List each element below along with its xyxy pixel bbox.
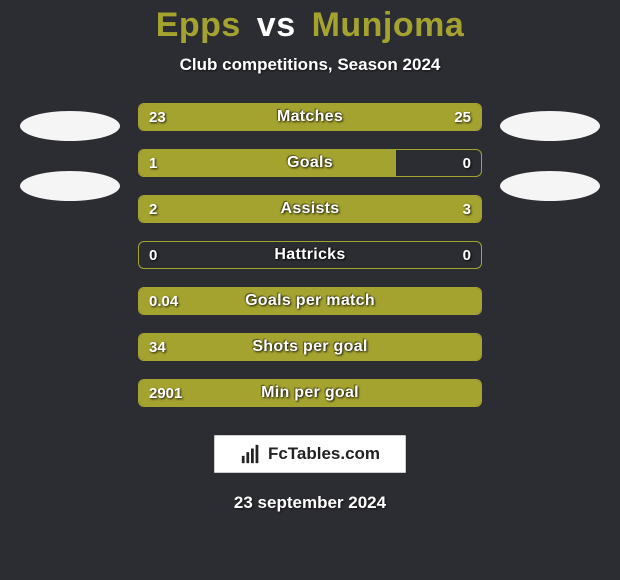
stat-fill-right [303,104,481,130]
player1-portrait-placeholder [20,111,120,141]
stat-fill-left [139,104,303,130]
stat-fill-left [139,196,276,222]
brand-badge: FcTables.com [212,433,408,475]
stat-value-left: 0 [149,242,157,268]
stat-row: Min per goal2901 [138,379,482,407]
stat-fill-left [139,334,481,360]
chart-area: Matches2325Goals10Assists23Hattricks00Go… [0,103,620,407]
player2-portrait-placeholder [500,171,600,201]
stat-row: Goals10 [138,149,482,177]
comparison-infographic: Epps vs Munjoma Club competitions, Seaso… [0,0,620,580]
player1-portrait-placeholder [20,171,120,201]
player2-portrait-placeholder [500,111,600,141]
title: Epps vs Munjoma [156,6,465,45]
stats-bars: Matches2325Goals10Assists23Hattricks00Go… [138,103,482,407]
stat-fill-left [139,380,481,406]
stat-row: Assists23 [138,195,482,223]
stat-value-right: 0 [463,150,471,176]
subtitle: Club competitions, Season 2024 [180,55,441,75]
vs-label: vs [257,6,296,44]
player1-name: Epps [156,6,241,44]
stat-row: Matches2325 [138,103,482,131]
stat-fill-right [276,196,481,222]
stat-row: Shots per goal34 [138,333,482,361]
player2-portrait-col [500,103,600,201]
stat-fill-left [139,288,481,314]
player2-name: Munjoma [312,6,465,44]
stat-label: Hattricks [139,242,481,268]
stat-row: Hattricks0 0 [138,241,482,269]
stat-value-right: 0 [463,242,471,268]
player1-portrait-col [20,103,120,201]
brand-text: FcTables.com [268,444,380,464]
bars-icon [240,443,262,465]
stat-fill-left [139,150,396,176]
stat-row: Goals per match0.04 [138,287,482,315]
date: 23 september 2024 [234,493,386,513]
